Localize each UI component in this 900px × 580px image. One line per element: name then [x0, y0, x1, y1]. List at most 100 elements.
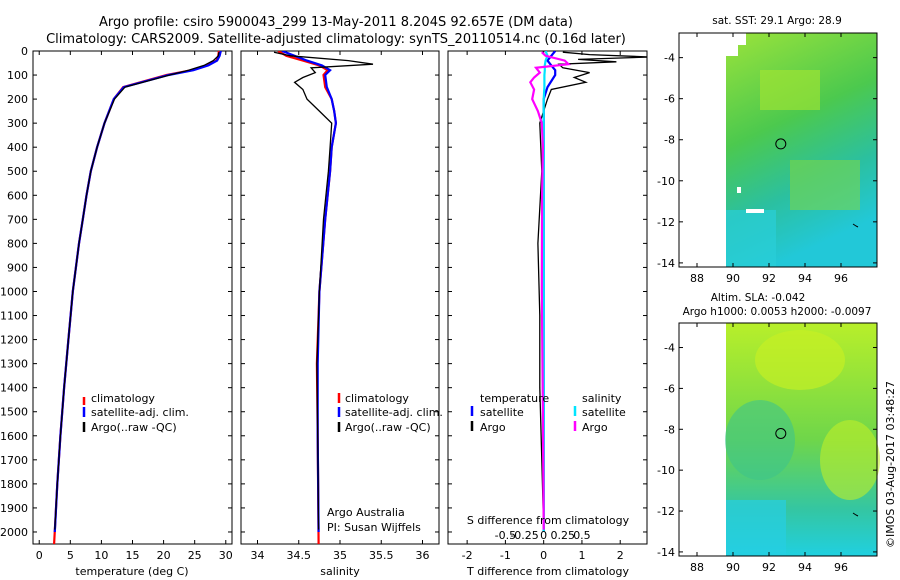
x-tick-label: 1	[578, 549, 585, 562]
sst-map-title: sat. SST: 29.1 Argo: 28.9	[712, 15, 842, 27]
sla-low-patch	[725, 400, 795, 480]
salinity-xlabel: salinity	[320, 565, 360, 578]
map-x-tick-label: 90	[726, 561, 740, 574]
map-x-tick-label: 92	[762, 561, 776, 574]
x-tick-label: 0	[540, 549, 547, 562]
difference-axes-frame	[447, 50, 648, 545]
series-line-temperature-satellite	[542, 51, 557, 532]
credit-text: ©IMOS 03-Aug-2017 03:48:27	[884, 381, 897, 548]
map-x-tick-label: 96	[834, 272, 848, 285]
y-tick-label: 0	[21, 45, 28, 58]
y-tick-label: 900	[7, 261, 28, 274]
map-x-tick-label: 96	[834, 561, 848, 574]
y-tick-label: 300	[7, 117, 28, 130]
x-tick-label: 30	[219, 549, 233, 562]
y-tick-label: 2000	[0, 526, 28, 539]
salinity-axes-frame	[240, 50, 440, 545]
y-tick-label: 1900	[0, 502, 28, 515]
difference-top-label: S difference from climatology	[467, 514, 630, 527]
sst-cloud-gap	[726, 33, 746, 56]
map-y-tick-label: -4	[664, 52, 675, 65]
annotation-argo-australia: Argo Australia	[327, 506, 405, 519]
x-tick-label: 34	[251, 549, 265, 562]
legend-argo-label: Argo(..raw -QC)	[345, 421, 431, 434]
difference-xlabel: T difference from climatology	[466, 565, 629, 578]
s-tick-label: 0.25	[551, 529, 576, 542]
y-tick-label: 600	[7, 189, 28, 202]
map-y-tick-label: -4	[664, 342, 675, 355]
y-tick-label: 1100	[0, 310, 28, 323]
map-y-tick-label: -10	[657, 464, 675, 477]
figure-title-line2: Climatology: CARS2009. Satellite-adjuste…	[46, 32, 626, 47]
map-y-tick-label: -12	[657, 216, 675, 229]
map-y-tick-label: -8	[664, 423, 675, 436]
x-tick-label: 0	[36, 549, 43, 562]
legend-salinity-heading: salinity	[582, 392, 622, 405]
legend-satellite-label: satellite-adj. clim.	[345, 406, 443, 419]
sla-high-patch	[820, 420, 880, 500]
series-line-satellite-adj-clim-	[53, 51, 222, 533]
series-line-climatology	[53, 51, 220, 544]
map-y-tick-label: -6	[664, 93, 675, 106]
sla-high-patch	[755, 330, 845, 390]
sla-map-title-line2: Argo h1000: 0.0053 h2000: -0.0097	[683, 306, 872, 318]
x-tick-label: 15	[126, 549, 140, 562]
temperature-xlabel: temperature (deg C)	[75, 565, 188, 578]
s-tick-label: -0.25	[510, 529, 538, 542]
sst-cloud-gap	[737, 187, 741, 193]
temperature-legend: climatology satellite-adj. clim. Argo(..…	[82, 392, 189, 434]
x-tick-label: 35	[333, 549, 347, 562]
x-tick-label: 34.5	[287, 549, 312, 562]
map-x-tick-label: 90	[726, 272, 740, 285]
map-x-tick-label: 94	[798, 561, 812, 574]
legend-satellite-label: satellite-adj. clim.	[91, 406, 189, 419]
y-tick-label: 700	[7, 213, 28, 226]
s-tick-label: 0	[540, 529, 547, 542]
y-tick-label: 1400	[0, 382, 28, 395]
legend-t-satellite-label: satellite	[480, 406, 524, 419]
legend-temperature-heading: temperature	[480, 392, 549, 405]
sla-low-patch	[726, 500, 786, 556]
float-position-marker	[775, 138, 787, 150]
sst-cloud-gap	[746, 209, 764, 213]
legend-s-satellite-label: satellite	[582, 406, 626, 419]
legend-climatology-label: climatology	[91, 392, 155, 405]
map-coast-mark	[852, 223, 859, 228]
map-x-tick-label: 94	[798, 272, 812, 285]
map-coast-mark	[852, 512, 859, 517]
annotation-pi: PI: Susan Wijffels	[327, 521, 421, 534]
x-tick-label: 10	[94, 549, 108, 562]
sst-map-frame	[678, 32, 878, 268]
x-tick-label: 36	[416, 549, 430, 562]
series-line-climatology	[277, 51, 338, 544]
figure-title-line1: Argo profile: csiro 5900043_299 13-May-2…	[99, 15, 573, 30]
salinity-legend: climatology satellite-adj. clim. Argo(..…	[337, 392, 443, 434]
float-position-marker	[775, 428, 787, 439]
s-tick-label: -0.5	[495, 529, 516, 542]
series-line-salinity-argo	[528, 51, 571, 530]
y-tick-label: 500	[7, 165, 28, 178]
sst-cool-patch	[726, 210, 776, 267]
series-line-satellite-adj-clim-	[281, 51, 338, 533]
temperature-panel: 0100200300400500600700800900100011001200…	[0, 45, 233, 578]
x-tick-label: 20	[157, 549, 171, 562]
series-line-argo-raw-qc-	[273, 51, 374, 530]
map-y-tick-label: -8	[664, 134, 675, 147]
legend-argo-label: Argo(..raw -QC)	[91, 421, 177, 434]
series-line-salinity-satellite	[542, 51, 549, 532]
y-tick-label: 1700	[0, 454, 28, 467]
temperature-axes-frame	[32, 50, 233, 545]
y-tick-label: 1500	[0, 406, 28, 419]
series-line-temperature-argo	[537, 51, 647, 530]
legend-t-argo-label: Argo	[480, 421, 506, 434]
map-x-tick-label: 92	[762, 272, 776, 285]
x-tick-label: 25	[188, 549, 202, 562]
map-x-tick-label: 88	[690, 272, 704, 285]
map-y-tick-label: -14	[657, 546, 675, 559]
y-tick-label: 1200	[0, 334, 28, 347]
map-y-tick-label: -14	[657, 257, 675, 270]
y-tick-label: 200	[7, 93, 28, 106]
series-line-argo-raw-qc-	[54, 52, 220, 530]
y-tick-label: 1600	[0, 430, 28, 443]
